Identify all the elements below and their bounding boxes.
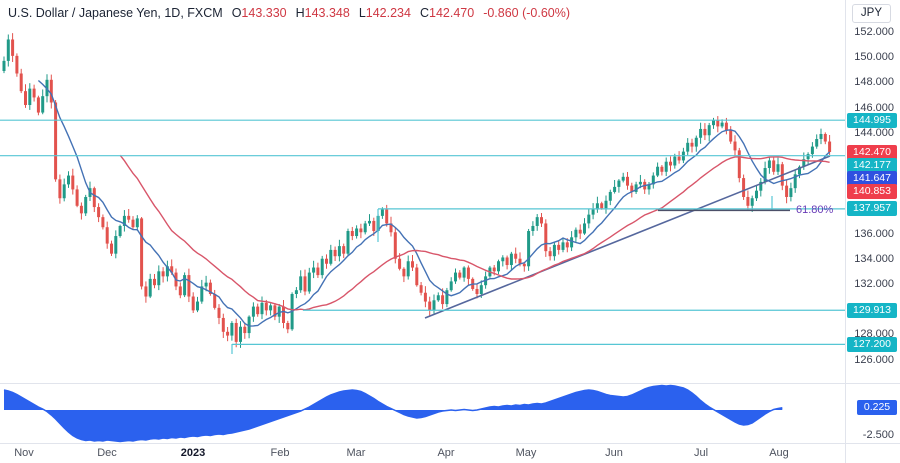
- ohlc-item: L142.234: [358, 6, 411, 20]
- time-axis-label: Dec: [97, 447, 117, 459]
- price-label-level: 144.995: [847, 112, 897, 128]
- time-axis-label: Apr: [437, 447, 455, 459]
- time-axis-label: Aug: [769, 447, 789, 459]
- price-axis-tick: 148.000: [854, 76, 894, 89]
- ohlc-item: C142.470: [419, 6, 475, 20]
- chart-legend: U.S. Dollar / Japanese Yen, 1D, FXCM O14…: [8, 6, 570, 20]
- indicator-axis-tick: -2.500: [862, 429, 894, 441]
- change-value: -0.860 (-0.60%): [483, 6, 571, 20]
- time-axis-label: Mar: [346, 447, 366, 459]
- price-axis-tick: 144.000: [854, 126, 894, 139]
- price-axis-tick: 132.000: [854, 277, 894, 290]
- price-axis-tick: 146.000: [854, 101, 894, 114]
- price-label-level: 127.200: [847, 336, 897, 352]
- ma-slow-line[interactable]: [119, 154, 830, 311]
- ascending-trendline[interactable]: [424, 155, 831, 319]
- symbol-title[interactable]: U.S. Dollar / Japanese Yen, 1D, FXCM: [8, 6, 223, 20]
- price-axis[interactable]: 152.000 150.000 148.000 146.000 144.000 136.0…: [845, 0, 900, 443]
- fib-retracement-label: 61.80%: [796, 203, 834, 216]
- price-axis-tick: 152.000: [854, 25, 894, 38]
- ma-fast-line[interactable]: [37, 79, 831, 327]
- price-axis-tick: 136.000: [854, 227, 894, 240]
- time-axis-label: Feb: [270, 447, 290, 459]
- pane-separator[interactable]: [0, 383, 900, 384]
- currency-badge[interactable]: JPY: [851, 4, 891, 23]
- time-axis-label: 2023: [180, 447, 206, 459]
- indicator-area: [4, 385, 783, 442]
- price-axis-tick: 126.000: [854, 353, 894, 366]
- price-label-ma-slow: 140.853: [847, 183, 897, 199]
- price-label-level: 129.913: [847, 302, 897, 318]
- time-axis-label: May: [515, 447, 537, 459]
- candles-group: [2, 33, 832, 348]
- time-axis-separator: [0, 443, 900, 444]
- ohlc-item: H143.348: [295, 6, 350, 20]
- price-label-ma-fast: 141.647: [847, 170, 897, 186]
- indicator-line: [3, 384, 783, 443]
- time-axis-label: Jun: [605, 447, 623, 459]
- price-label-level: 142.177: [847, 157, 897, 173]
- ohlc-item: O143.330: [231, 6, 287, 20]
- time-axis-label: Nov: [14, 447, 34, 459]
- price-label-level: 137.957: [847, 201, 897, 217]
- horizontal-level-lines[interactable]: [0, 119, 845, 354]
- ohlc-values: O143.330 H143.348 L142.234 C142.470: [232, 6, 475, 20]
- price-label-last-price: 142.470: [847, 144, 897, 160]
- price-axis-tick: 134.000: [854, 252, 894, 265]
- price-axis-tick: 150.000: [854, 51, 894, 64]
- indicator-value-label: 0.225: [857, 399, 897, 415]
- time-axis[interactable]: Nov Dec 2023 Feb Mar Apr May Jun Jul Aug: [0, 444, 845, 463]
- time-axis-label: Jul: [693, 447, 709, 459]
- price-axis-separator: [845, 0, 846, 463]
